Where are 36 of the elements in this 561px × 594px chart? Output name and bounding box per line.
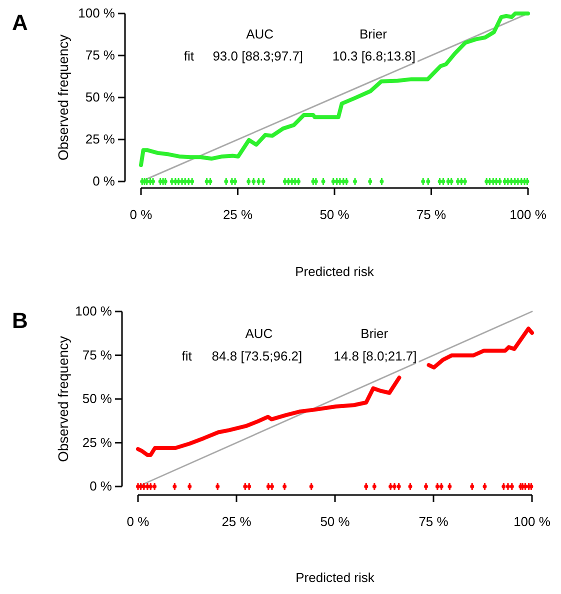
y-tick-label: 25 % — [85, 132, 116, 147]
chart-title: B — [12, 308, 28, 333]
annotation: fit — [184, 48, 194, 64]
y-tick-label: 100 % — [78, 6, 116, 21]
annotation: AUC — [246, 26, 274, 42]
x-axis-title: Predicted risk — [295, 264, 374, 279]
chart-title: A — [12, 10, 28, 35]
y-tick-label: 50 % — [82, 391, 112, 406]
annotation: fit — [182, 348, 192, 364]
y-tick-label: 0 % — [90, 478, 112, 494]
x-tick-label: 100 % — [514, 514, 551, 529]
y-tick-label: 25 % — [82, 434, 112, 450]
x-tick-label: 75 % — [418, 514, 449, 529]
x-tick-label: 0 % — [126, 514, 150, 529]
x-tick-label: 25 % — [222, 514, 252, 529]
y-tick-label: 75 % — [85, 48, 116, 63]
annotation: Brier — [360, 326, 389, 341]
annotation: AUC — [245, 326, 273, 341]
annotation: 10.3 [6.8;13.8] — [332, 48, 416, 64]
y-axis-title: Observed frequency — [55, 34, 71, 161]
x-tick-label: 100 % — [510, 206, 547, 222]
x-tick-label: 75 % — [416, 206, 446, 222]
y-tick-label: 100 % — [75, 304, 112, 319]
x-tick-label: 0 % — [130, 206, 153, 222]
annotation: 93.0 [88.3;97.7] — [212, 48, 304, 64]
annotation: Brier — [359, 26, 388, 42]
y-tick-label: 50 % — [85, 90, 116, 105]
y-tick-label: 75 % — [82, 347, 112, 362]
x-axis-title: Predicted risk — [296, 570, 375, 585]
annotation: 14.8 [8.0;21.7] — [334, 348, 417, 364]
y-tick-label: 0 % — [92, 174, 116, 189]
y-axis-title: Observed frequency — [55, 336, 71, 462]
annotation: 84.8 [73.5;96.2] — [212, 348, 302, 364]
x-tick-label: 50 % — [320, 206, 350, 222]
x-tick-label: 50 % — [320, 514, 350, 529]
x-tick-label: 25 % — [222, 206, 253, 222]
